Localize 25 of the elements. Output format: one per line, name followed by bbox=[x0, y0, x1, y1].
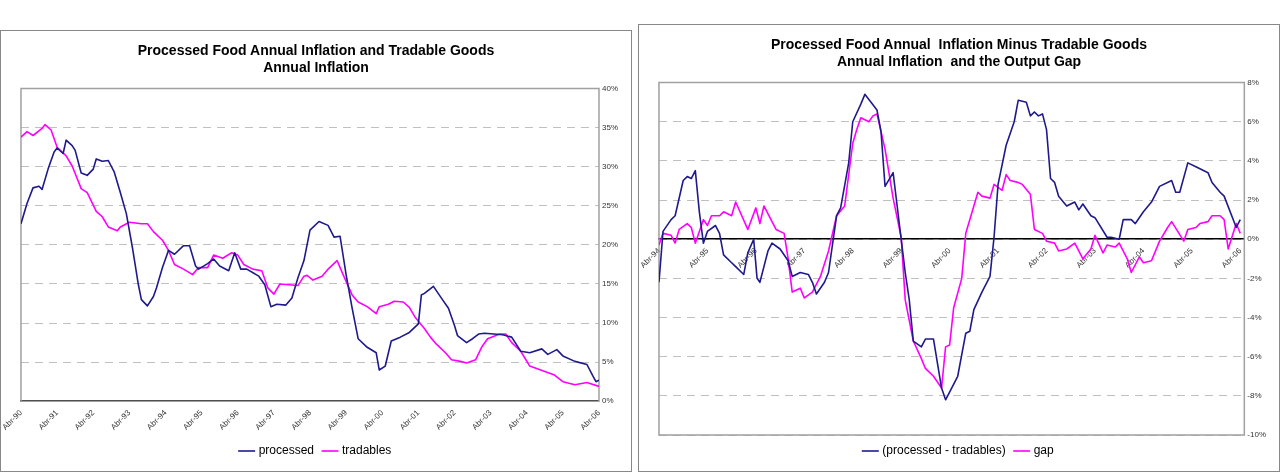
legend-label: (processed - tradables) bbox=[882, 443, 1006, 458]
legend-label: gap bbox=[1033, 443, 1055, 458]
y-tick-label: 0% bbox=[1247, 234, 1259, 244]
legend-label: tradables bbox=[342, 443, 392, 458]
y-tick-label: 5% bbox=[601, 357, 614, 367]
y-tick-label: -4% bbox=[1247, 312, 1262, 322]
y-tick-label: 20% bbox=[601, 240, 618, 250]
y-tick-label: 40% bbox=[601, 83, 618, 93]
y-tick-label: -10% bbox=[1247, 430, 1267, 440]
y-tick-label: 4% bbox=[1247, 156, 1259, 166]
y-tick-label: 8% bbox=[1247, 77, 1259, 87]
y-tick-label: 35% bbox=[601, 122, 618, 132]
y-tick-label: 15% bbox=[601, 279, 618, 289]
y-tick-label: 6% bbox=[1247, 116, 1259, 126]
legend-label: processed bbox=[258, 443, 315, 458]
y-tick-label: 30% bbox=[601, 161, 618, 171]
y-tick-label: 2% bbox=[1247, 195, 1259, 205]
y-tick-label: 10% bbox=[601, 318, 618, 328]
chart-title: Processed Food Annual Inflation Minus Tradable Goods Annual Inflation and the Output Gap bbox=[771, 36, 1148, 70]
y-tick-label: 25% bbox=[601, 201, 618, 211]
y-tick-label: -8% bbox=[1247, 391, 1262, 401]
chart-title: Processed Food Annual Inflation and Tradable Goods Annual Inflation bbox=[137, 42, 495, 76]
y-tick-label: -6% bbox=[1247, 351, 1262, 361]
y-tick-label: 0% bbox=[601, 396, 614, 406]
y-tick-label: -2% bbox=[1247, 273, 1262, 283]
